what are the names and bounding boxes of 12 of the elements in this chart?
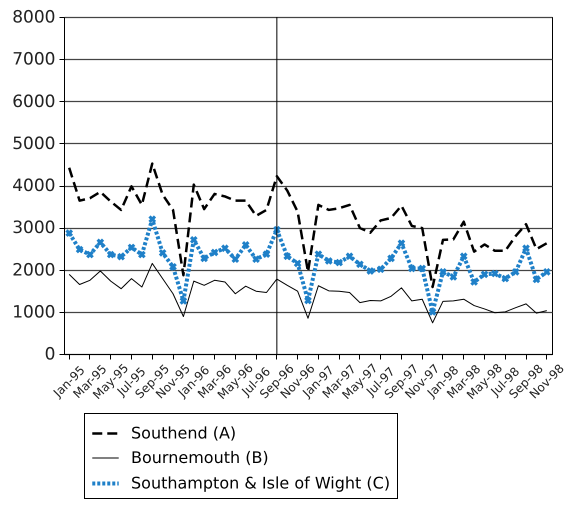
y-tick-label: 2000	[12, 260, 56, 280]
y-tick-label: 3000	[12, 218, 56, 238]
legend-label: Southampton & Isle of Wight (C)	[131, 474, 390, 492]
y-tick-label: 8000	[12, 8, 56, 28]
y-tick-label: 4000	[12, 176, 56, 196]
y-tick-label: 5000	[12, 134, 56, 154]
y-tick-label: 1000	[12, 302, 56, 322]
y-tick-label: 6000	[12, 92, 56, 112]
y-tick-label: 7000	[12, 50, 56, 70]
y-tick-label: 0	[44, 344, 56, 364]
legend-label: Bournemouth (B)	[131, 448, 269, 467]
legend-label: Southend (A)	[131, 424, 236, 442]
